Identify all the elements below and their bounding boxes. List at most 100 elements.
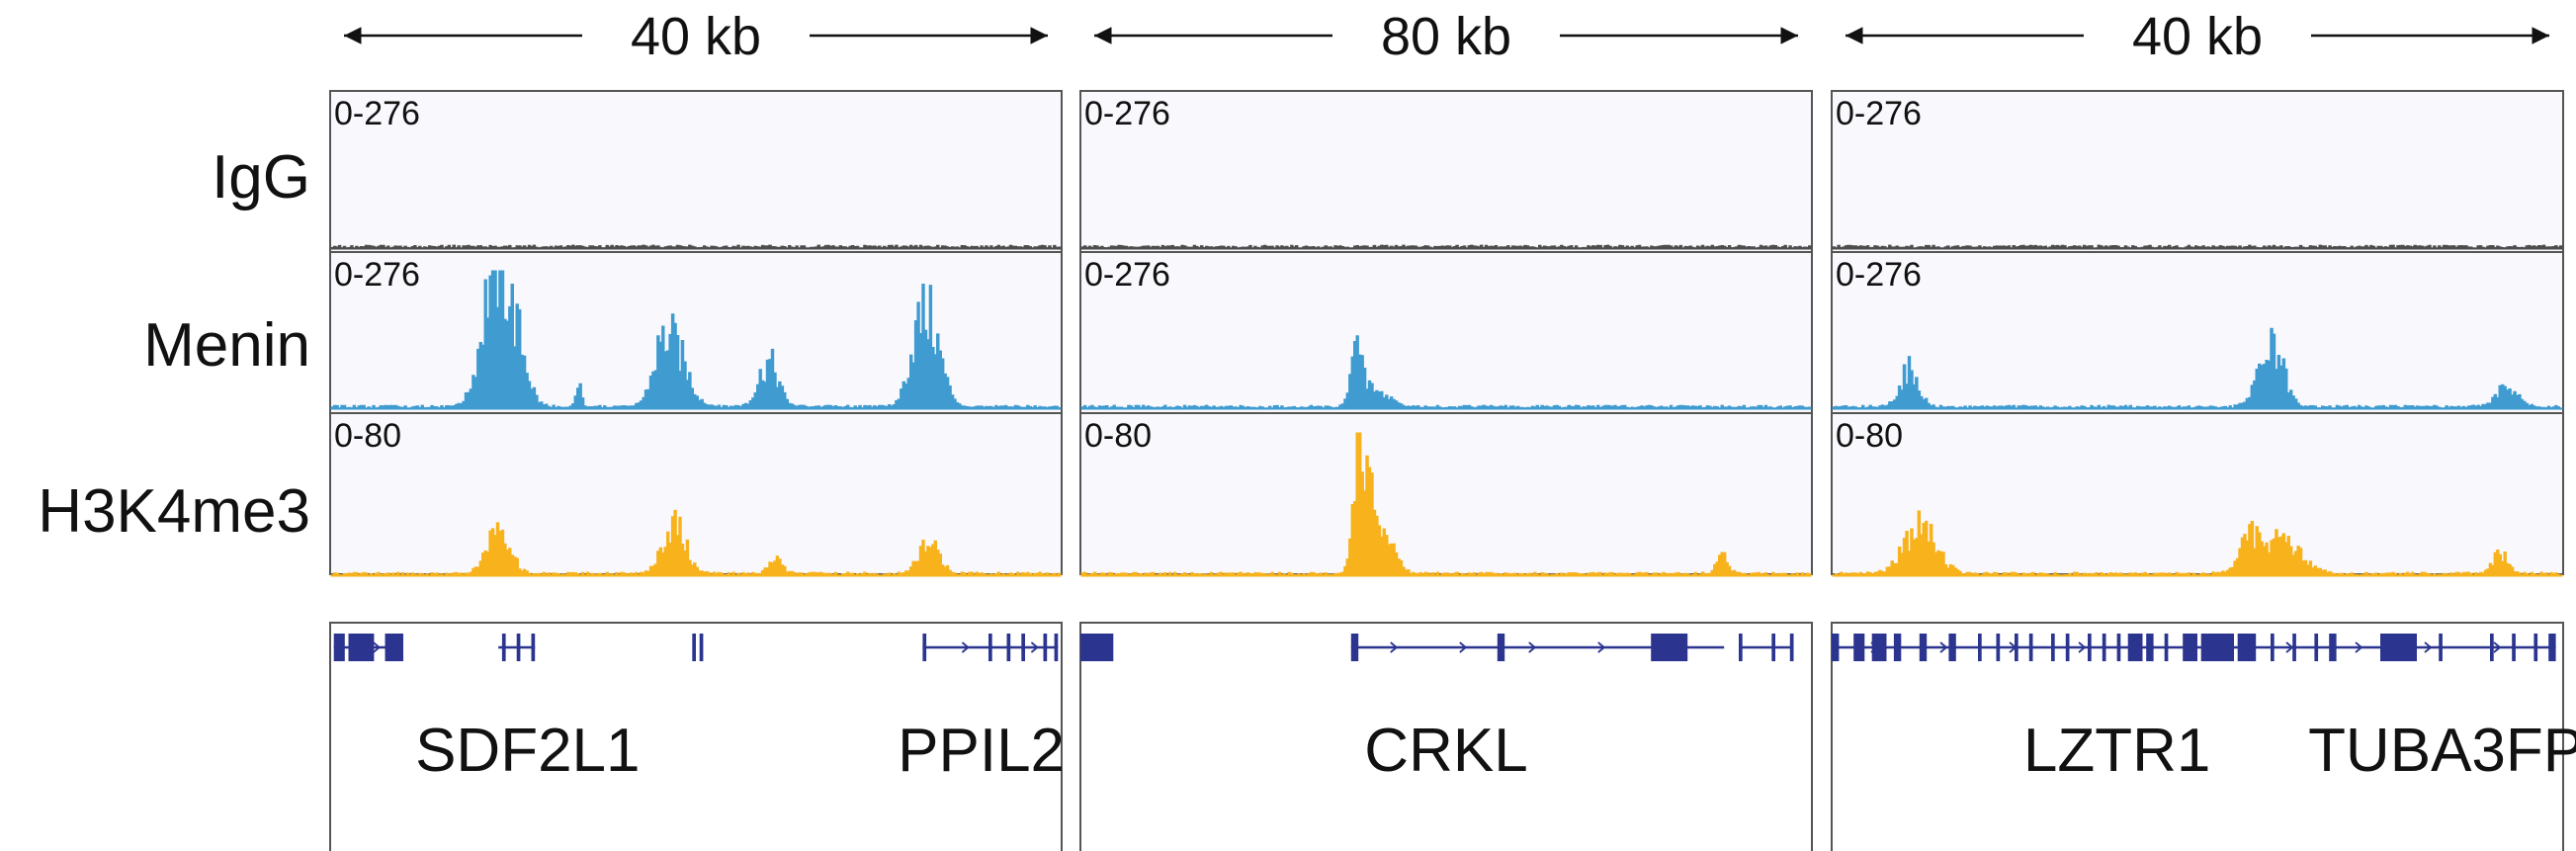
track-name-igg: IgG bbox=[212, 143, 310, 212]
gene-exon bbox=[2380, 634, 2417, 661]
coverage-igg bbox=[1832, 244, 2563, 250]
gene-exon bbox=[1771, 634, 1775, 661]
data-range-label: 0-276 bbox=[334, 95, 420, 132]
gene-exon bbox=[2314, 634, 2319, 661]
strand-arrow bbox=[1597, 641, 1606, 653]
coverage-menin bbox=[1080, 335, 1812, 410]
coverage-menin bbox=[1832, 327, 2563, 410]
strand-arrow bbox=[1939, 641, 1948, 653]
coverage-igg bbox=[330, 244, 1062, 250]
locus-panel-sdf2l1-ppil2: 40 kb 0-276 0-276 0-80 SDF2L1 PPIL2 bbox=[329, 7, 1065, 851]
gene-exon bbox=[2127, 634, 2143, 661]
gene-label-lztr1: LZTR1 bbox=[2023, 717, 2210, 785]
gene-exon bbox=[1948, 634, 1956, 661]
gene-exon bbox=[1021, 634, 1025, 661]
strand-arrow bbox=[1030, 641, 1039, 653]
gene-exon bbox=[2015, 634, 2018, 661]
gene-exon bbox=[2116, 634, 2121, 661]
gene-exon bbox=[1006, 634, 1011, 661]
track-panel-h3k4me3 bbox=[1831, 412, 2564, 575]
gene-exon bbox=[348, 634, 375, 661]
gene-exon bbox=[1789, 634, 1794, 661]
gene-exon bbox=[1350, 634, 1359, 661]
gene-exon bbox=[385, 634, 403, 661]
gene-exon bbox=[2490, 634, 2494, 661]
data-range-label: 0-80 bbox=[1084, 417, 1152, 455]
gene-exon bbox=[1893, 634, 1902, 661]
gene-exon bbox=[1871, 634, 1887, 661]
gene-exon bbox=[922, 634, 927, 661]
gene-exon bbox=[2271, 634, 2275, 661]
track-panel-igg bbox=[329, 90, 1063, 253]
strand-arrow bbox=[2424, 641, 2433, 653]
track-panel-igg bbox=[1079, 90, 1813, 253]
data-range-label: 0-276 bbox=[1836, 256, 1922, 294]
coverage-menin bbox=[330, 270, 1062, 410]
coverage-igg bbox=[1080, 244, 1812, 250]
gene-exon bbox=[2164, 634, 2169, 661]
scale-bar-label: 40 kb bbox=[631, 7, 761, 66]
strand-arrow bbox=[1390, 641, 1399, 653]
gene-exon bbox=[2548, 634, 2556, 661]
gene-exon bbox=[1043, 634, 1048, 661]
gene-exon bbox=[2183, 634, 2197, 661]
gene-exon bbox=[2237, 634, 2257, 661]
gene-exon bbox=[2329, 634, 2337, 661]
gene-exon bbox=[333, 634, 345, 661]
track-panel-h3k4me3 bbox=[329, 412, 1063, 575]
gene-exon bbox=[2200, 634, 2234, 661]
coverage-h3k4me3 bbox=[330, 509, 1062, 577]
track-panel-h3k4me3 bbox=[1079, 412, 1813, 575]
gene-exon bbox=[531, 634, 536, 661]
data-range-label: 0-276 bbox=[1084, 95, 1170, 132]
gene-exon bbox=[2051, 634, 2055, 661]
gene-exon bbox=[2065, 634, 2070, 661]
locus-panel-lztr1-tuba3fp: 40 kb 0-276 0-276 0-80 LZTR1 TUBA3FP bbox=[1831, 7, 2576, 851]
scale-bar-label: 80 kb bbox=[1381, 7, 1511, 66]
gene-exon bbox=[2088, 634, 2092, 661]
gene-exon bbox=[1978, 634, 1982, 661]
gene-exon bbox=[1739, 634, 1743, 661]
gene-annotation-panel bbox=[1079, 622, 1813, 851]
gene-exon bbox=[2533, 634, 2538, 661]
track-name-h3k4me3: H3K4me3 bbox=[38, 477, 310, 546]
gene-label-ppil2: PPIL2 bbox=[898, 717, 1065, 785]
gene-exon bbox=[516, 634, 521, 661]
gene-exon bbox=[2439, 634, 2443, 661]
gene-exon bbox=[1832, 634, 1840, 661]
gene-exon bbox=[699, 634, 704, 661]
gene-label-tuba3fp: TUBA3FP bbox=[2308, 717, 2576, 785]
coverage-h3k4me3 bbox=[1832, 510, 2563, 577]
gene-exon bbox=[2292, 634, 2296, 661]
gene-exon bbox=[988, 634, 992, 661]
strand-arrow bbox=[961, 641, 970, 653]
track-panel-menin bbox=[1831, 251, 2564, 414]
coverage-h3k4me3 bbox=[1080, 432, 1812, 577]
strand-arrow bbox=[2355, 641, 2363, 653]
data-range-label: 0-276 bbox=[1084, 256, 1170, 294]
gene-exon bbox=[1054, 634, 1059, 661]
scale-bar-label: 40 kb bbox=[2132, 7, 2263, 66]
track-panel-igg bbox=[1831, 90, 2564, 253]
gene-exon bbox=[1497, 634, 1505, 661]
gene-exon bbox=[2512, 634, 2516, 661]
strand-arrow bbox=[373, 641, 382, 653]
locus-panel-crkl: 80 kb 0-276 0-276 0-80 CRKL bbox=[1079, 7, 1813, 851]
gene-exon bbox=[1919, 634, 1928, 661]
gene-exon bbox=[1996, 634, 2001, 661]
strand-arrow bbox=[2493, 641, 2502, 653]
gene-exon bbox=[2146, 634, 2154, 661]
gene-exon bbox=[2028, 634, 2033, 661]
gene-exon bbox=[1080, 634, 1114, 661]
data-range-label: 0-276 bbox=[1836, 95, 1922, 132]
data-range-label: 0-276 bbox=[334, 256, 420, 294]
gene-label-crkl: CRKL bbox=[1364, 717, 1527, 785]
track-panel-menin bbox=[1079, 251, 1813, 414]
strand-arrow bbox=[1528, 641, 1537, 653]
track-panel-menin bbox=[329, 251, 1063, 414]
strand-arrow bbox=[1459, 641, 1468, 653]
gene-exon bbox=[1651, 634, 1688, 661]
gene-label-sdf2l1: SDF2L1 bbox=[415, 717, 640, 785]
data-range-label: 0-80 bbox=[334, 417, 401, 455]
